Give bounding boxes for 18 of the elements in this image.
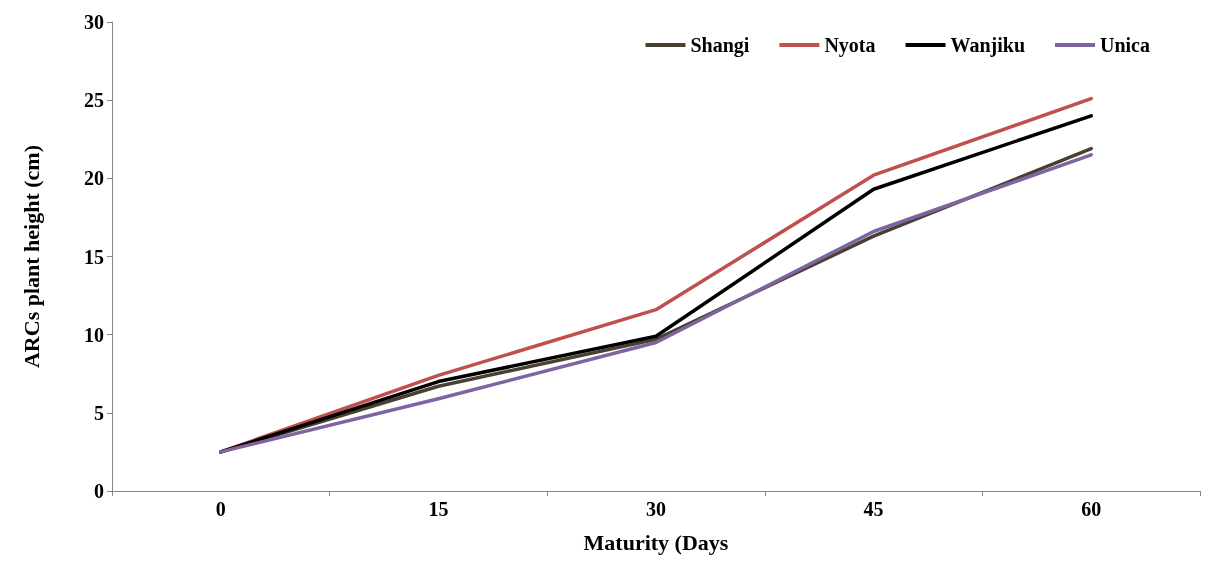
y-tick-label: 0 [94,480,104,502]
legend-label: Shangi [690,34,750,57]
y-tick-label: 15 [84,245,104,268]
x-tick-label: 0 [215,498,226,520]
y-tick-label: 30 [84,11,104,33]
x-axis-title: Maturity (Days [583,529,729,555]
y-tick-label: 10 [84,323,104,346]
x-tick-label: 30 [646,498,666,520]
legend-label: Unica [1100,34,1150,56]
y-tick-label: 25 [84,89,104,112]
legend-label: Nyota [824,34,876,57]
y-axis-title: ARCs plant height (cm) [18,144,44,369]
y-tick-label: 5 [94,401,104,424]
x-tick-label: 45 [863,498,884,520]
y-tick-label: 20 [84,167,104,190]
x-tick-label: 15 [428,498,449,520]
x-tick-label: 60 [1081,498,1102,520]
legend-label: Wanjiku [950,34,1025,57]
